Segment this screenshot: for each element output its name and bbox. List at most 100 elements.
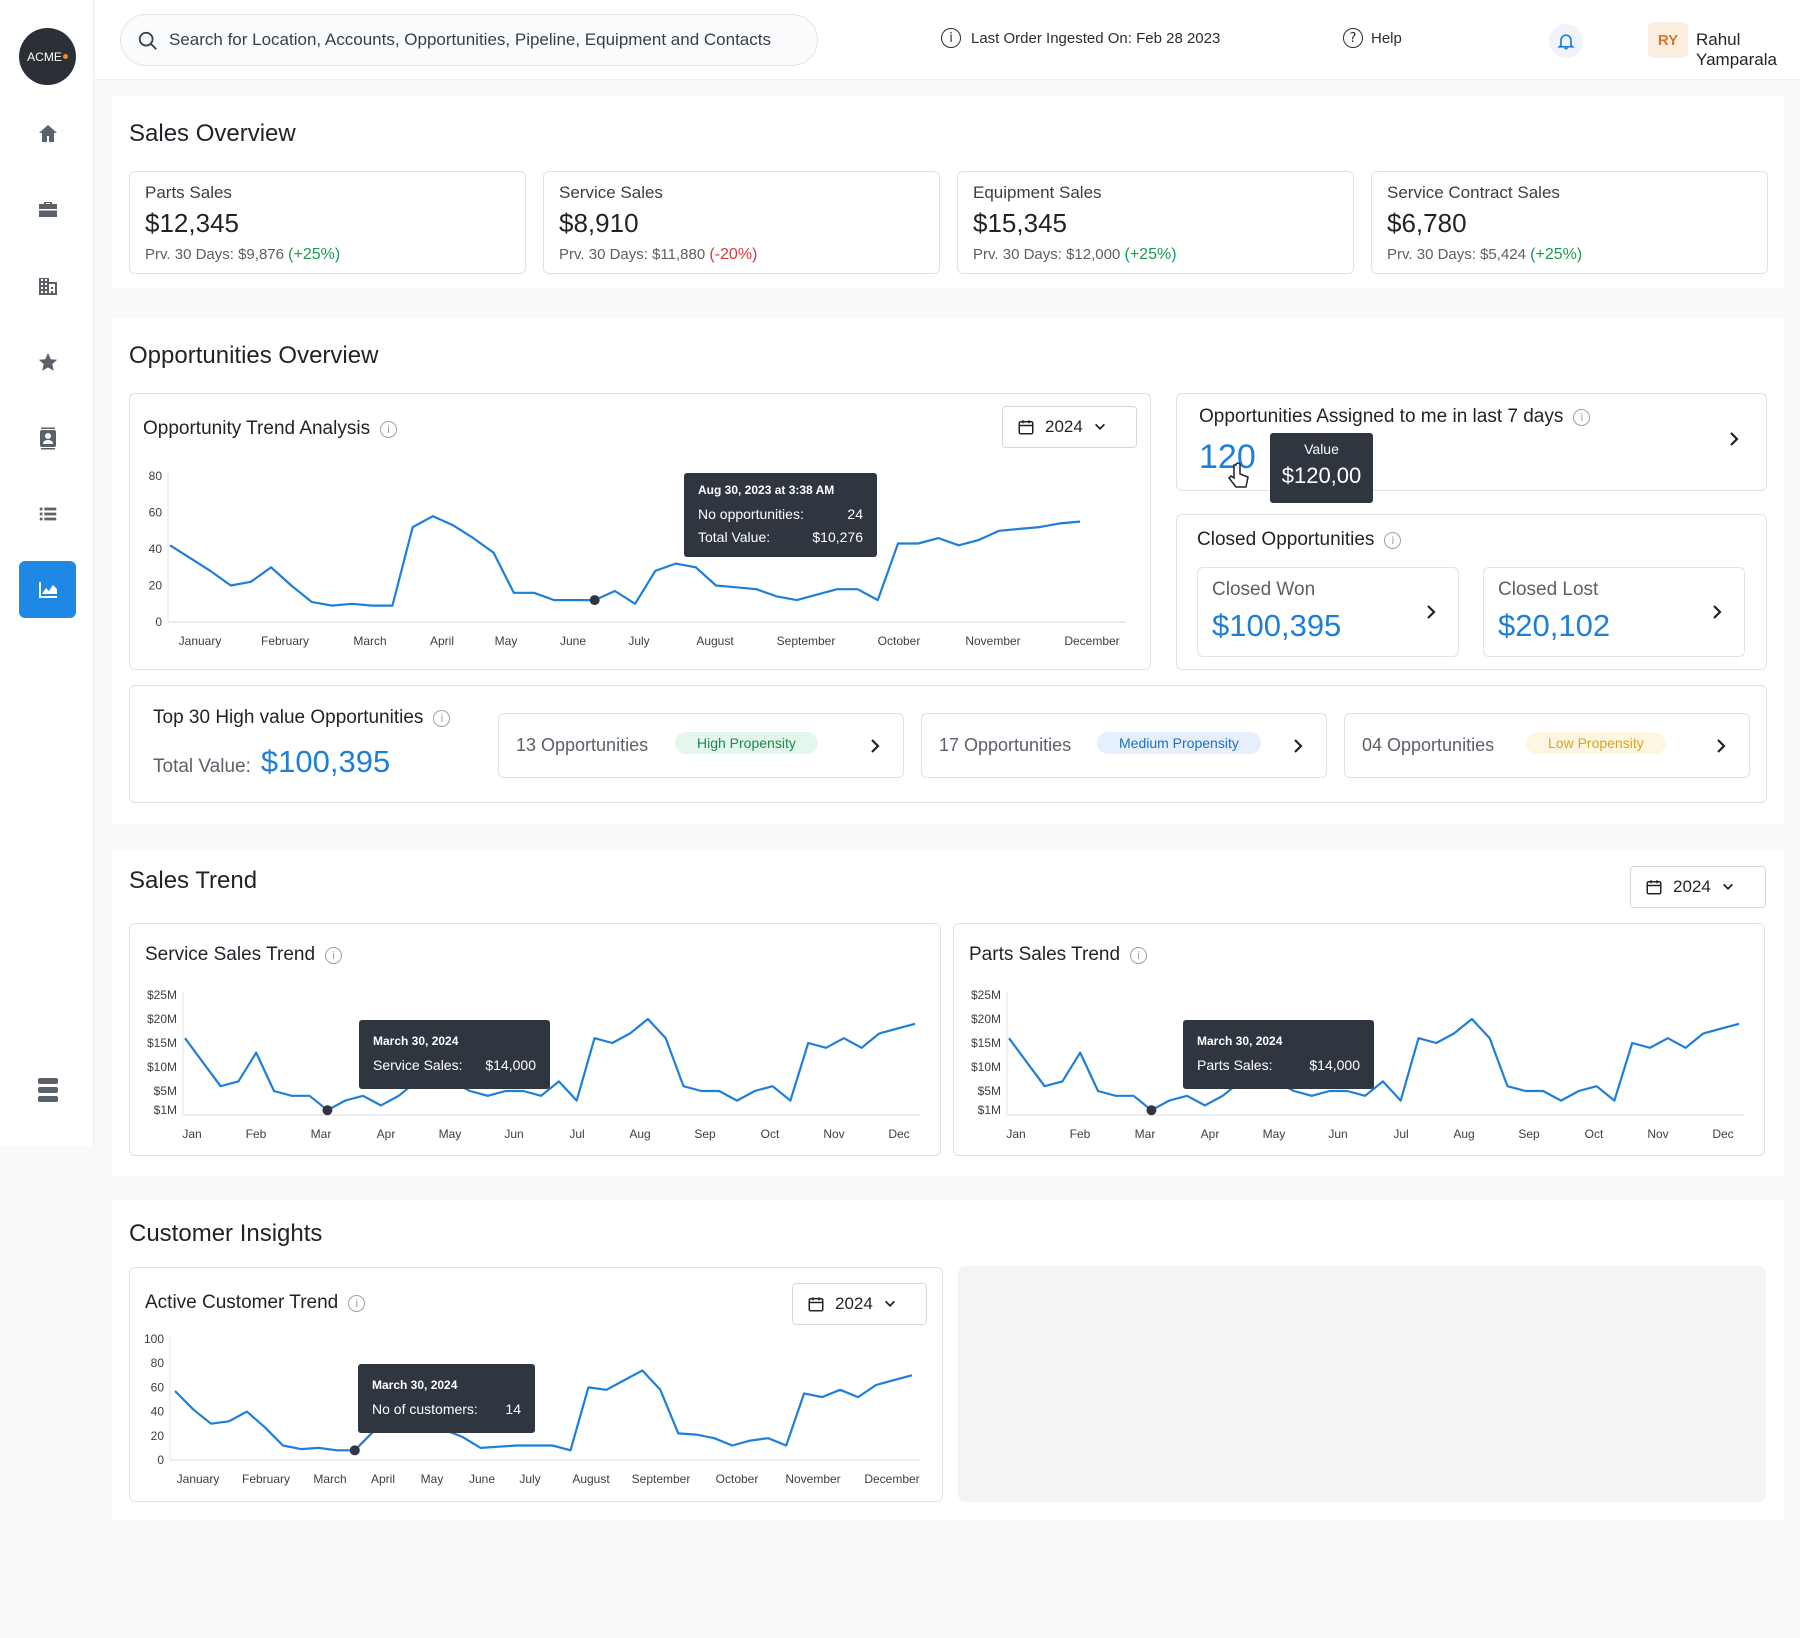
x-tick-label: Jun <box>1328 1127 1347 1141</box>
nav-list[interactable] <box>19 485 76 542</box>
x-tick-label: Jun <box>504 1127 523 1141</box>
user-avatar[interactable]: RY <box>1648 22 1688 58</box>
propensity-card[interactable]: 04 Opportunities Low Propensity <box>1344 713 1750 778</box>
x-tick-label: September <box>632 1472 691 1486</box>
sales-card-previous: Prv. 30 Days: $9,876 (+25%) <box>145 246 340 264</box>
service-sales-trend-card: Service Sales Trend i $1M $5M $10M $15M $20M… <box>129 923 941 1156</box>
info-icon[interactable]: i <box>1573 408 1591 426</box>
series-line <box>1008 1017 1740 1112</box>
x-tick-label: July <box>628 634 649 648</box>
chevron-right-icon[interactable] <box>1290 738 1306 754</box>
sales-card-value: $15,345 <box>973 208 1067 238</box>
empty-insight-panel <box>958 1266 1766 1502</box>
active-customer-year-select[interactable]: 2024 <box>792 1283 927 1325</box>
nav-menu[interactable] <box>19 1061 76 1118</box>
closed-won-card[interactable]: Closed Won $100,395 <box>1197 567 1459 657</box>
sales-trend-year-select[interactable]: 2024 <box>1630 866 1766 908</box>
chevron-right-icon[interactable] <box>867 738 883 754</box>
tooltip-label: No opportunities: <box>698 506 804 522</box>
nav-contacts[interactable] <box>19 409 76 466</box>
sales-card[interactable]: Parts Sales $12,345 Prv. 30 Days: $9,876… <box>129 171 526 274</box>
highlight-point[interactable] <box>349 1445 360 1456</box>
notifications-button[interactable] <box>1549 24 1583 58</box>
last-order-status: i Last Order Ingested On: Feb 28 2023 <box>941 28 1220 48</box>
info-icon: i <box>941 28 961 48</box>
chevron-right-icon[interactable] <box>1423 604 1439 620</box>
x-tick-label: Nov <box>823 1127 844 1141</box>
highlight-point[interactable] <box>322 1105 333 1116</box>
y-tick-label: 20 <box>151 1429 165 1443</box>
propensity-badge: Low Propensity <box>1526 732 1666 754</box>
nav-favorites[interactable] <box>19 333 76 390</box>
sales-overview-title: Sales Overview <box>129 120 296 147</box>
x-tick-label: Mar <box>1135 1127 1156 1141</box>
nav-analytics[interactable] <box>19 561 76 618</box>
user-name[interactable]: Rahul Yamparala <box>1696 30 1777 69</box>
highlight-point[interactable] <box>589 595 600 606</box>
sales-card-label: Equipment Sales <box>973 183 1102 202</box>
active-customer-title-row: Active Customer Trend i <box>145 1292 366 1314</box>
tooltip-value: 14 <box>505 1401 521 1417</box>
tooltip-label: No of customers: <box>372 1401 478 1417</box>
nav-accounts[interactable] <box>19 257 76 314</box>
y-tick-label: $5M <box>154 1084 177 1098</box>
nav-work[interactable] <box>19 181 76 238</box>
chevron-right-icon[interactable] <box>1726 431 1742 447</box>
assigned-count[interactable]: 120 <box>1199 438 1256 476</box>
info-icon[interactable]: i <box>433 709 451 727</box>
assigned-value-tooltip: Value $120,00 <box>1270 433 1373 503</box>
search-placeholder: Search for Location, Accounts, Opportuni… <box>169 30 771 49</box>
sales-card[interactable]: Equipment Sales $15,345 Prv. 30 Days: $1… <box>957 171 1354 274</box>
propensity-card[interactable]: 17 Opportunities Medium Propensity <box>921 713 1327 778</box>
x-tick-label: April <box>371 1472 395 1486</box>
info-icon[interactable]: i <box>1130 946 1148 964</box>
sales-card[interactable]: Service Sales $8,910 Prv. 30 Days: $11,8… <box>543 171 940 274</box>
x-tick-label: Feb <box>1070 1127 1091 1141</box>
opportunities-overview-section: Opportunities Overview Opportunity Trend… <box>112 318 1784 824</box>
sales-card-value: $8,910 <box>559 208 639 238</box>
sales-overview-section: Sales Overview Parts Sales $12,345 Prv. … <box>112 96 1784 288</box>
top-bar: Search for Location, Accounts, Opportuni… <box>95 0 1800 80</box>
sales-card-value: $6,780 <box>1387 208 1467 238</box>
top30-total-label: Total Value: <box>153 756 251 777</box>
highlight-point[interactable] <box>1146 1105 1157 1116</box>
last-order-text: Last Order Ingested On: Feb 28 2023 <box>971 29 1221 47</box>
opportunity-year-select[interactable]: 2024 <box>1002 406 1137 448</box>
closed-lost-card[interactable]: Closed Lost $20,102 <box>1483 567 1745 657</box>
sales-card[interactable]: Service Contract Sales $6,780 Prv. 30 Da… <box>1371 171 1768 274</box>
parts-trend-title: Parts Sales Trend <box>969 944 1121 965</box>
help-link[interactable]: ? Help <box>1343 28 1402 48</box>
global-search-input[interactable]: Search for Location, Accounts, Opportuni… <box>120 14 818 66</box>
assigned-opportunities-card[interactable]: Opportunities Assigned to me in last 7 d… <box>1176 393 1767 503</box>
tooltip-label: Parts Sales: <box>1197 1057 1273 1073</box>
x-tick-label: May <box>1263 1127 1286 1141</box>
x-tick-label: August <box>572 1472 610 1486</box>
bell-icon <box>1557 34 1575 50</box>
opportunity-trend-chart: 0 20 40 60 80 January February March April May Jun… <box>149 469 1126 648</box>
x-tick-label: April <box>430 634 454 648</box>
tooltip-value: 24 <box>847 506 863 522</box>
nav-home[interactable] <box>19 105 76 162</box>
tooltip-title: March 30, 2024 <box>372 1378 458 1392</box>
propensity-card[interactable]: 13 Opportunities High Propensity <box>498 713 904 778</box>
info-icon[interactable]: i <box>348 1294 366 1312</box>
chevron-right-icon[interactable] <box>1709 604 1725 620</box>
top30-total-value: $100,395 <box>260 744 391 779</box>
closed-lost-label: Closed Lost <box>1498 579 1599 600</box>
parts-sales-tooltip: March 30, 2024 Parts Sales: $14,000 <box>1183 1020 1374 1089</box>
opportunity-trend-title-row: Opportunity Trend Analysis i <box>143 418 398 440</box>
x-tick-label: Dec <box>888 1127 909 1141</box>
service-sales-chart: $1M $5M $10M $15M $20M $25M Jan Feb Mar Apr May Jun… <box>147 988 920 1141</box>
info-icon[interactable]: i <box>1384 531 1402 549</box>
top30-opportunities-card: Top 30 High value Opportunities i Total … <box>129 685 1767 803</box>
x-tick-label: Jul <box>1393 1127 1408 1141</box>
info-icon[interactable]: i <box>325 946 343 964</box>
closed-title: Closed Opportunities <box>1197 529 1375 550</box>
acme-logo[interactable]: ACME <box>19 28 76 85</box>
y-tick-label: $20M <box>971 1012 1001 1026</box>
info-icon[interactable]: i <box>380 420 398 438</box>
closed-won-label: Closed Won <box>1212 579 1316 600</box>
closed-opportunities-card: Closed Opportunities i Closed Won $100,3… <box>1176 514 1767 670</box>
chevron-right-icon[interactable] <box>1713 738 1729 754</box>
y-tick-label: $10M <box>147 1060 177 1074</box>
